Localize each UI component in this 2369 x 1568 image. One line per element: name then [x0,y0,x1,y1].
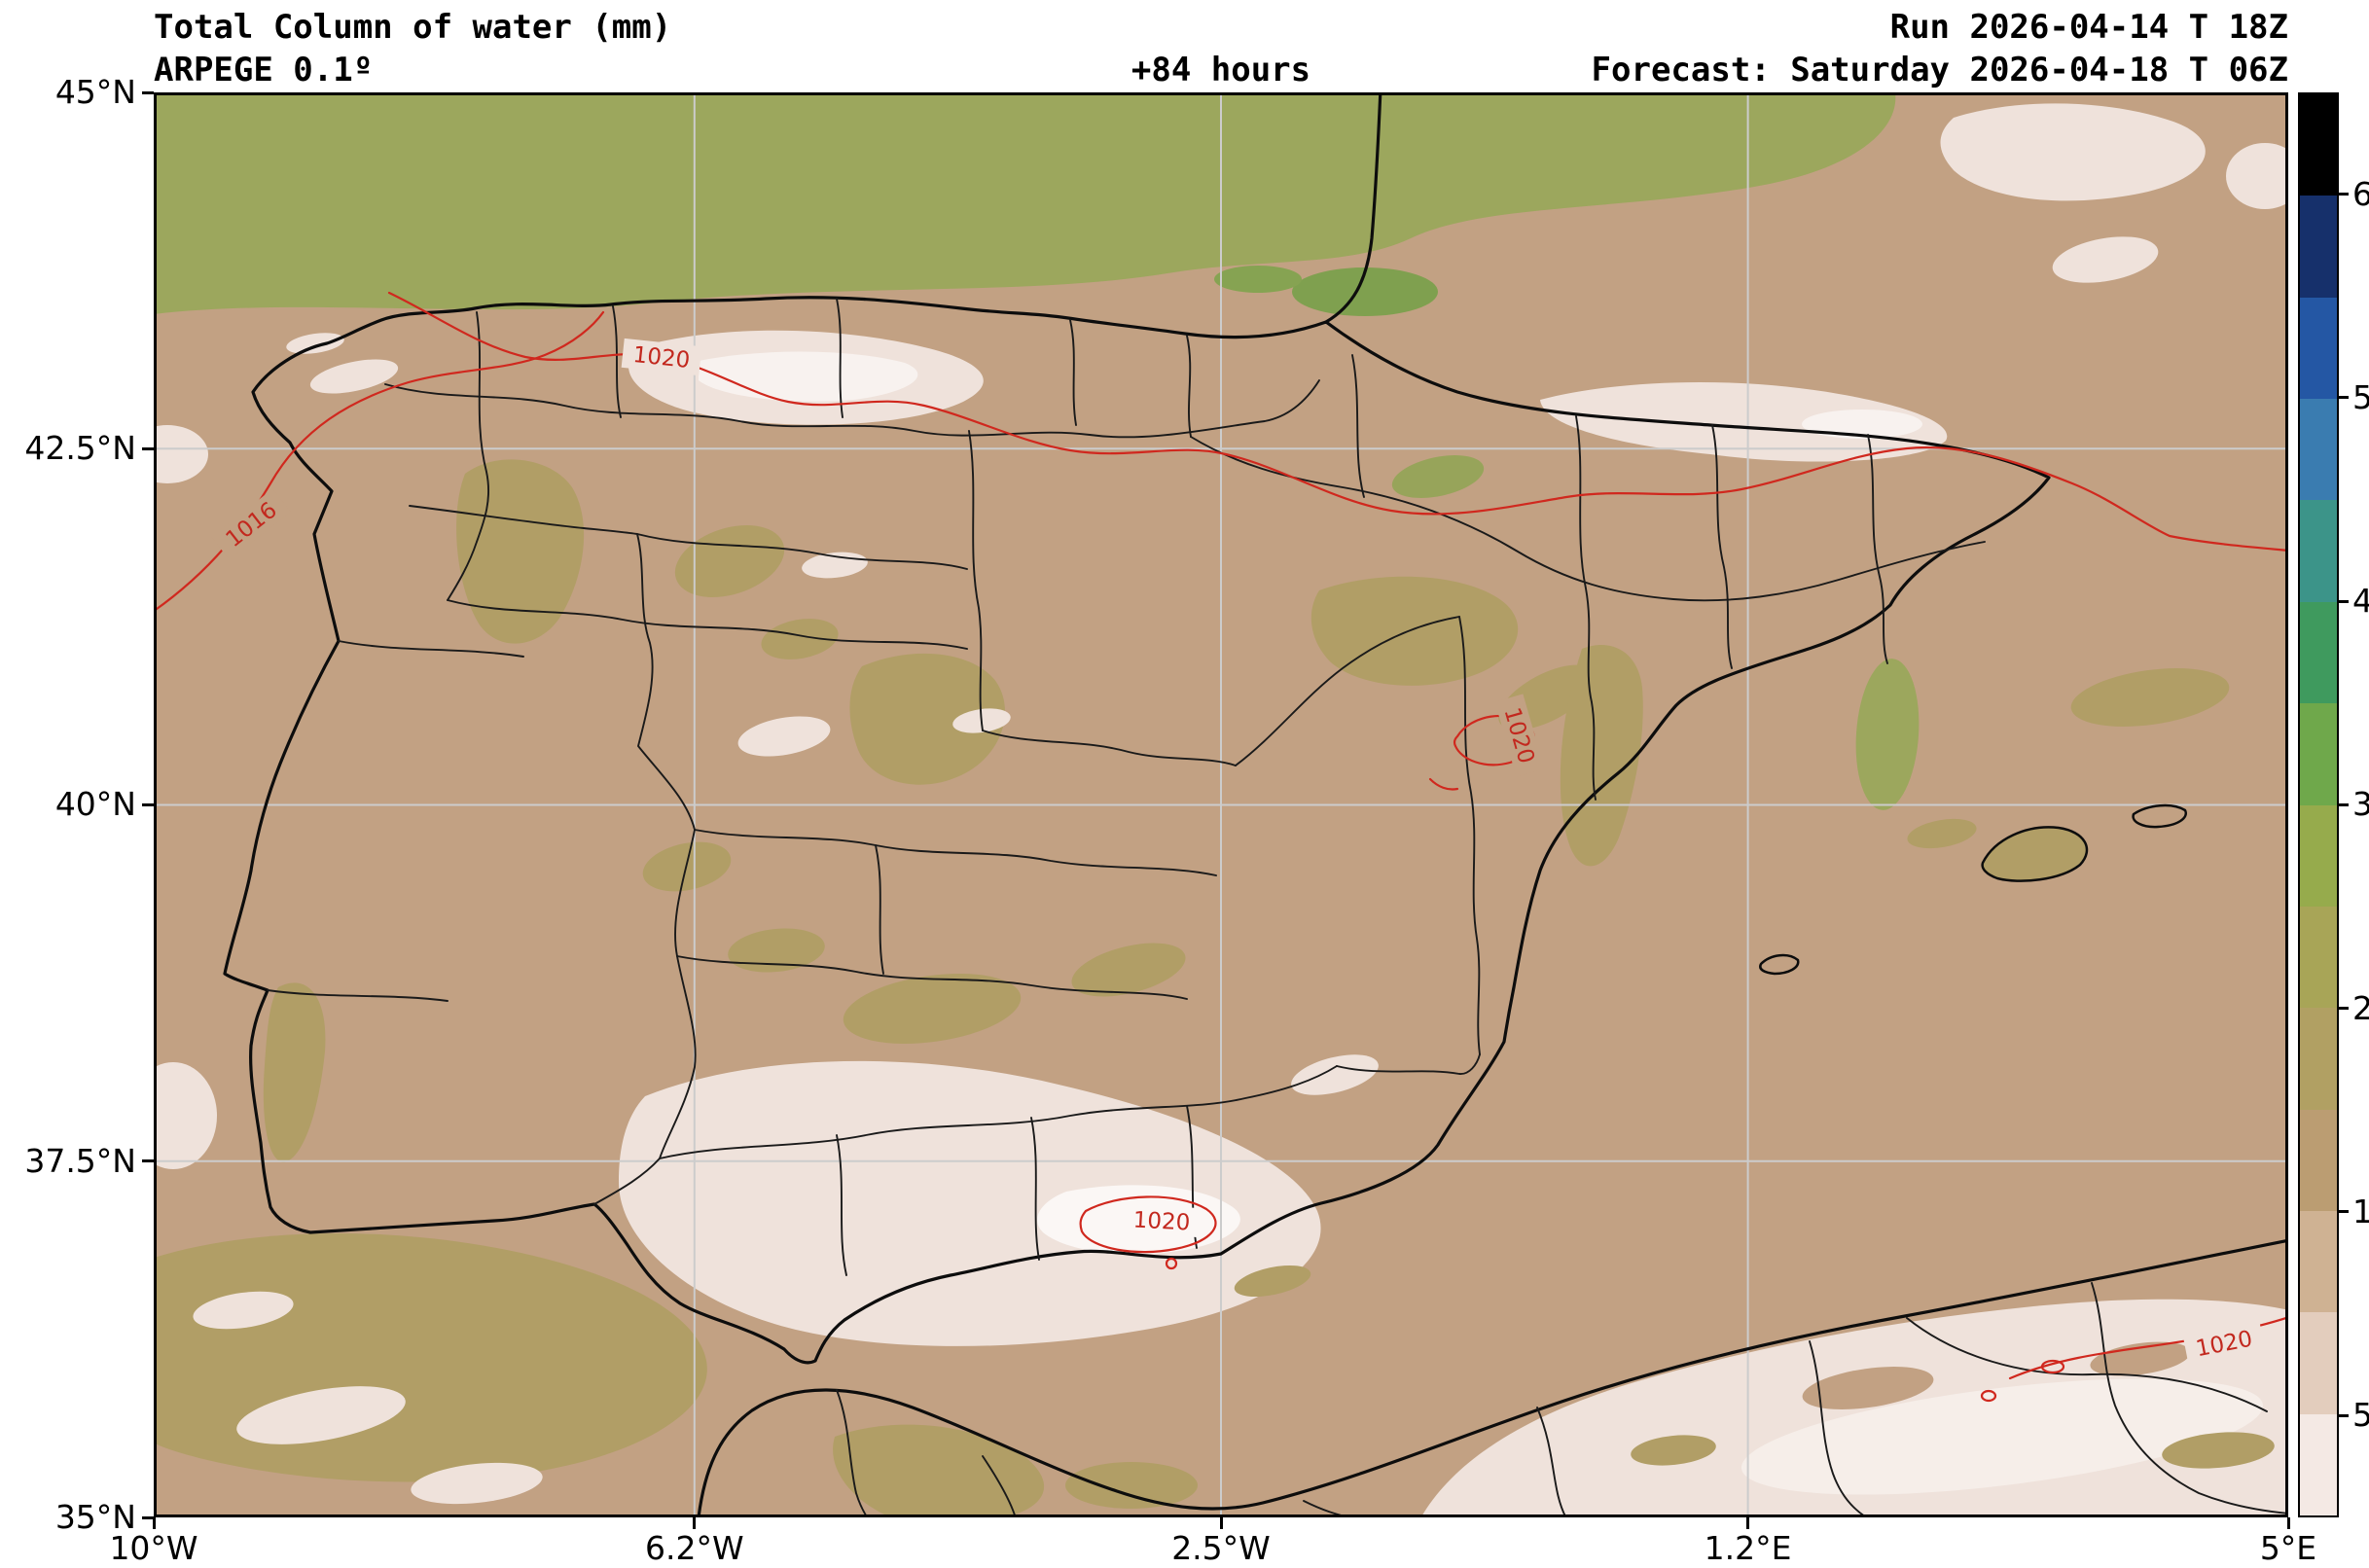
isobar-label-1020-north: 1020 [621,338,702,376]
colorbar-segment [2300,1210,2337,1313]
admin-borders [267,298,2288,1517]
colorbar-tick-45: 45 [2352,582,2369,620]
colorbar-segment [2300,1008,2337,1110]
coastline-africa [697,1238,2288,1517]
svg-text:1020: 1020 [1132,1207,1191,1235]
x-tick-mark [152,1517,156,1529]
colorbar-segment [2300,94,2337,196]
colorbar-tick-55: 55 [2352,378,2369,416]
y-tick-37-5n: 37.5°N [24,1142,136,1180]
colorbar-tick-15: 15 [2352,1193,2369,1230]
island-ibiza [1759,953,1800,976]
colorbar-tick-25: 25 [2352,989,2369,1027]
isobar-label-1020-africa: 1020 [2182,1321,2266,1366]
y-tick-mark [142,446,154,450]
forecast-label: Forecast: Saturday 2026-04-18 T 06Z [1591,51,2288,89]
isobar-label-1020-south: 1020 [1122,1203,1202,1238]
colorbar-segment [2300,601,2337,704]
y-tick-mark [142,1159,154,1163]
y-tick-mark [142,90,154,94]
colorbar-segment [2300,1413,2337,1516]
lead-time-label: +84 hours [1131,51,1311,89]
colorbar-tick-mark [2339,599,2349,603]
run-label: Run 2026-04-14 T 18Z [1889,8,2288,47]
plot-frame [154,92,2288,1517]
y-tick-40n: 40°N [54,785,136,823]
x-tick-mark [1746,1517,1750,1529]
island-menorca [2132,803,2187,829]
colorbar-segment [2300,399,2337,501]
x-tick-mark [1219,1517,1223,1529]
colorbar-tick-35: 35 [2352,785,2369,823]
map-svg: 1016 1020 1020 1020 1020 [154,92,2288,1517]
coastline-iberia [223,296,2051,1365]
colorbar-segment [2300,804,2337,907]
x-tick-6-2w: 6.2°W [644,1529,744,1567]
graticule-gridlines [154,92,2288,1517]
colorbar-segment [2300,1109,2337,1211]
colorbar-tick-mark [2339,1210,2349,1214]
x-tick-mark [693,1517,697,1529]
isobar-1020-south-ring [1079,1195,1217,1254]
y-tick-45n: 45°N [54,73,136,111]
colorbar-segment [2300,703,2337,805]
svg-text:1020: 1020 [631,342,691,374]
colorbar-tick-mark [2339,193,2349,196]
x-tick-5e: 5°E [2259,1529,2317,1567]
x-tick-10w: 10°W [109,1529,198,1567]
colorbar [2298,92,2339,1517]
map-plot-area: 1016 1020 1020 1020 1020 [154,92,2288,1517]
colorbar-tick-mark [2339,1413,2349,1417]
colorbar-segment [2300,196,2337,298]
colorbar-tick-65: 65 [2352,175,2369,213]
y-tick-42-5n: 42.5°N [24,429,136,467]
coastlines [223,92,2288,1517]
colorbar-segment [2300,500,2337,602]
model-label: ARPEGE 0.1º [154,51,374,89]
coastline-france [1324,92,1382,324]
colorbar-tick-5: 5 [2352,1396,2369,1434]
chart-title: Total Column of water (mm) [154,8,672,47]
colorbar-tick-mark [2339,396,2349,400]
field-accent-patches [1234,1265,2275,1469]
colorbar-tick-mark [2339,802,2349,806]
colorbar-segment [2300,906,2337,1009]
x-tick-2-5w: 2.5°W [1171,1529,1271,1567]
island-mallorca [1981,826,2089,882]
colorbar-tick-mark [2339,1007,2349,1011]
colorbar-segment [2300,297,2337,400]
y-tick-35n: 35°N [54,1498,136,1536]
x-tick-mark [2286,1517,2290,1529]
x-tick-1-2e: 1.2°E [1704,1529,1792,1567]
y-tick-mark [142,803,154,806]
colorbar-segment [2300,1312,2337,1414]
y-tick-mark [142,1515,154,1519]
field-moist-green-band [154,92,1920,810]
